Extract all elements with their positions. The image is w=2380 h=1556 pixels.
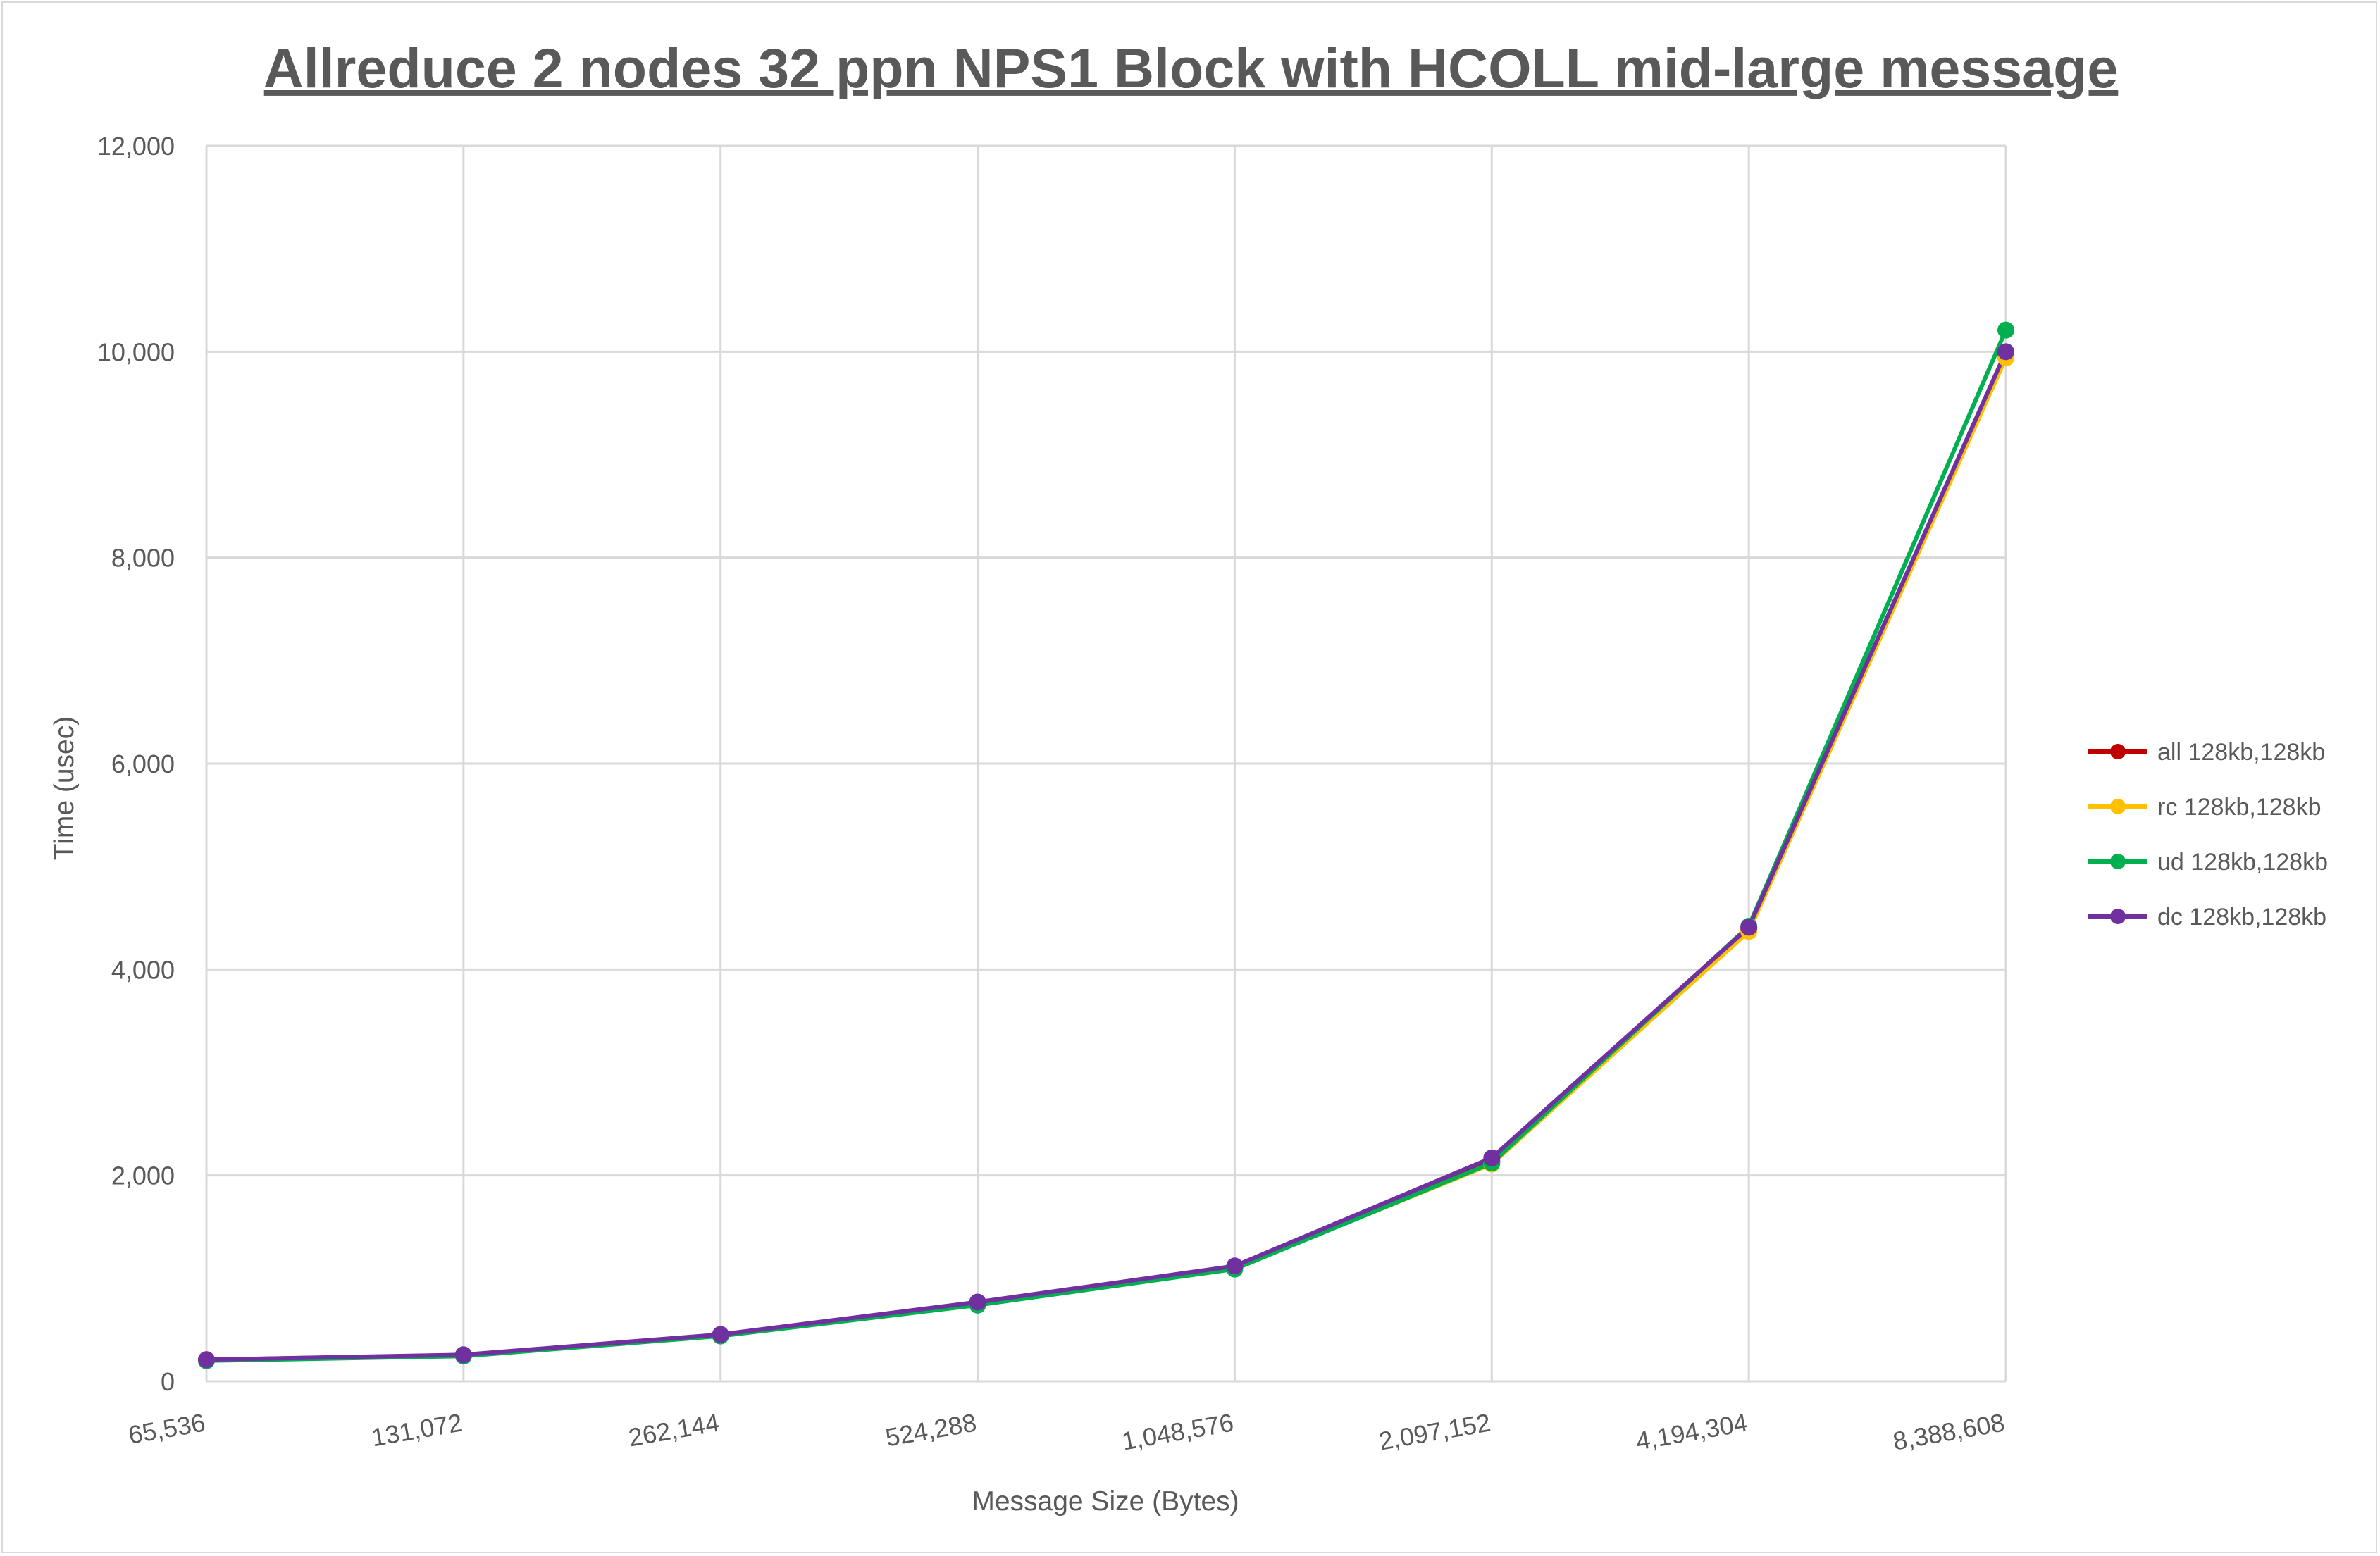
legend-marker	[2110, 744, 2126, 759]
data-point	[1483, 1149, 1501, 1166]
data-point	[1997, 343, 2014, 361]
x-gridlines	[205, 146, 2007, 1381]
chart-title: Allreduce 2 nodes 32 ppn NPS1 Block with…	[264, 37, 2119, 99]
data-point	[1997, 321, 2014, 339]
series-line	[206, 354, 2008, 1362]
x-tick-label: 1,048,576	[1120, 1408, 1236, 1456]
legend-label: dc 128kb,128kb	[2157, 904, 2326, 931]
series-line	[206, 351, 2008, 1362]
y-tick-label: 4,000	[111, 955, 175, 984]
x-tick-label: 131,072	[369, 1408, 464, 1452]
y-tick-label: 8,000	[111, 544, 175, 573]
y-tick-label: 6,000	[111, 749, 175, 778]
data-point	[198, 1351, 215, 1369]
chart-svg: Allreduce 2 nodes 32 ppn NPS1 Block with…	[49, 37, 2328, 1517]
x-tick-label: 8,388,608	[1891, 1408, 2007, 1456]
legend-marker	[2110, 854, 2126, 869]
x-tick-label: 4,194,304	[1634, 1408, 1750, 1456]
legend-label: all 128kb,128kb	[2157, 739, 2325, 766]
series-lines	[206, 329, 2008, 1363]
y-tick-label: 12,000	[97, 132, 175, 161]
y-gridlines	[206, 144, 2006, 1383]
data-point	[969, 1293, 986, 1311]
legend-marker	[2110, 909, 2126, 924]
data-point	[454, 1346, 472, 1364]
legend-marker	[2110, 799, 2126, 814]
series-points	[198, 321, 2014, 1369]
series-line	[206, 329, 2008, 1363]
x-tick-label: 65,536	[126, 1408, 208, 1450]
series-line	[206, 356, 2008, 1362]
y-tick-label: 2,000	[111, 1162, 175, 1190]
y-tick-label: 0	[161, 1367, 175, 1396]
x-axis-title: Message Size (Bytes)	[972, 1486, 1239, 1517]
x-tick-label: 2,097,152	[1377, 1408, 1493, 1456]
y-tick-labels: 0 2,000 4,000 6,000 8,000 10,000 12,000	[97, 132, 175, 1396]
data-point	[1740, 919, 1758, 936]
legend-label: ud 128kb,128kb	[2157, 849, 2328, 876]
legend-label: rc 128kb,128kb	[2157, 794, 2322, 821]
x-tick-label: 262,144	[626, 1408, 721, 1452]
x-tick-label: 524,288	[884, 1408, 979, 1452]
legend: all 128kb,128kb rc 128kb,128kb ud 128kb,12…	[2088, 739, 2328, 931]
y-axis-title: Time (usec)	[49, 716, 80, 860]
x-tick-labels: 65,536 131,072 262,144 524,288 1,048,576 2,09…	[126, 1408, 2007, 1456]
data-point	[712, 1326, 729, 1343]
data-point	[1226, 1257, 1244, 1275]
y-tick-label: 10,000	[97, 337, 175, 366]
